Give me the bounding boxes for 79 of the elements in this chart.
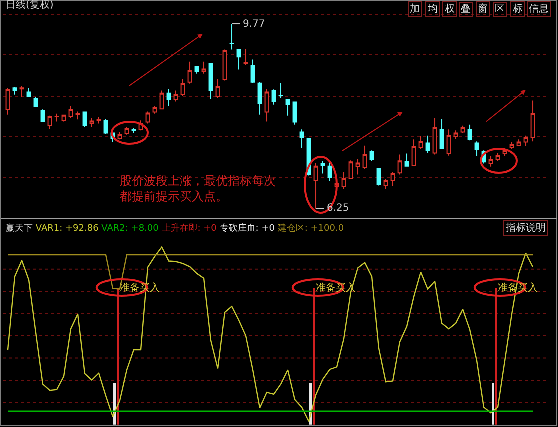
candlestick (264, 88, 270, 122)
candlestick (530, 100, 536, 142)
candlestick (412, 139, 416, 167)
candlestick (398, 154, 402, 176)
candlestick (320, 160, 326, 174)
text: VAR1: +92.86 (36, 224, 99, 234)
candlestick (250, 59, 256, 84)
candlestick (418, 136, 424, 150)
candlestick (104, 118, 108, 135)
candlestick (356, 159, 360, 176)
candlestick (314, 162, 318, 210)
chart-title: 赢天下 (6, 223, 33, 234)
candlestick (90, 118, 94, 128)
candlestick (160, 90, 164, 110)
candlestick (342, 172, 346, 190)
text: 权 (444, 3, 455, 15)
candlestick (348, 160, 354, 180)
text: 标 (512, 3, 523, 15)
candlestick (202, 61, 206, 74)
candlestick (454, 130, 458, 140)
candlestick (524, 135, 528, 147)
candlestick (194, 66, 200, 74)
text: 叠 (461, 4, 471, 15)
candlestick (474, 141, 480, 157)
candlestick (258, 82, 262, 116)
candlestick (12, 86, 18, 96)
candlestick (286, 98, 290, 116)
text: 上升在即: +0 (162, 224, 217, 234)
candlestick (432, 118, 438, 156)
candlestick (216, 78, 220, 99)
text: 加 (410, 3, 420, 15)
candlestick (426, 135, 430, 154)
candlestick (124, 126, 130, 136)
candlestick (440, 118, 444, 150)
candlestick (48, 115, 52, 130)
text: 区 (495, 4, 505, 15)
candlestick (166, 88, 172, 106)
annotation: 股价波段上涨，最优指标每次都提前提示买入点。 (120, 174, 276, 204)
candlestick (468, 124, 472, 142)
candlestick (278, 82, 284, 99)
text: 建仓区: +100.0 (278, 224, 344, 234)
candlestick (132, 128, 136, 134)
candlestick (236, 48, 242, 70)
candlestick (488, 156, 494, 168)
candlestick (244, 48, 248, 66)
candlestick (390, 172, 396, 187)
candlestick (208, 62, 214, 100)
candlestick (496, 152, 500, 162)
candlestick (272, 89, 276, 106)
candlestick (68, 106, 74, 119)
text: 指标说明 (505, 222, 546, 234)
text: 均 (427, 3, 438, 15)
candlestick (188, 61, 192, 84)
candlestick (20, 85, 24, 98)
annotation: 9.77 (243, 19, 266, 30)
candlestick (404, 153, 410, 168)
chart-title: 日线(复权) (6, 0, 54, 11)
candlestick (516, 139, 522, 147)
candlestick (76, 111, 80, 120)
candlestick (34, 97, 38, 108)
text: 专砍庄血: +0 (220, 224, 275, 234)
candlestick (446, 129, 452, 156)
candlestick (180, 78, 186, 96)
candlestick (362, 145, 368, 170)
candlestick (174, 90, 178, 102)
candlestick (6, 88, 10, 116)
candlestick (510, 142, 514, 150)
candlestick (152, 105, 158, 114)
candlestick (230, 24, 234, 50)
text: VAR2: +8.00 (102, 224, 159, 234)
candlestick (370, 150, 374, 162)
candlestick (384, 178, 388, 190)
text: 信息 (529, 3, 549, 15)
text: 窗 (478, 3, 488, 15)
candlestick (54, 113, 60, 122)
candlestick (300, 129, 304, 148)
candlestick (26, 88, 32, 98)
candlestick (328, 160, 332, 182)
candlestick (96, 116, 102, 124)
